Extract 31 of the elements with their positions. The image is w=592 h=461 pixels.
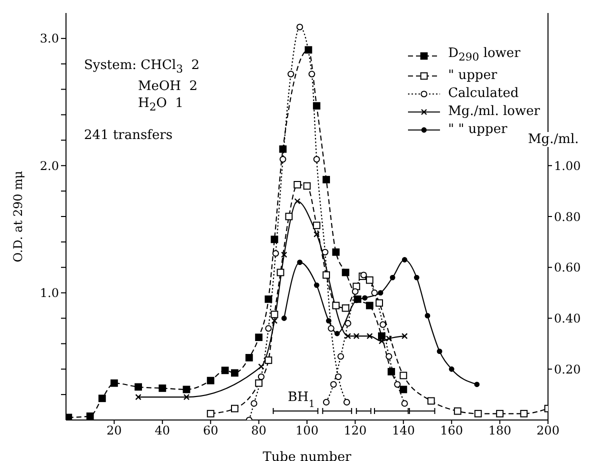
text: 241 transfers	[84, 128, 173, 144]
y2-tick-label: 0.80	[554, 210, 581, 224]
legend-label: Calculated	[448, 84, 519, 103]
x-tick-label: 140	[392, 424, 415, 438]
x-tick-label: 20	[106, 424, 122, 438]
y2-tick-label: 0.60	[554, 260, 581, 275]
y-axis-title: O.D. at 290 mμ	[11, 170, 25, 262]
legend-label: " " upper	[448, 120, 508, 139]
y2-tick-label: 0.40	[554, 312, 581, 326]
text: MeOH 2	[138, 78, 198, 94]
y2-tick-label: 0.20	[554, 362, 581, 376]
y2-tick-label: 1.00	[554, 158, 581, 173]
y-tick-label: 3.0	[40, 32, 59, 46]
x-tick-label: 100	[296, 424, 318, 438]
annotation: BH$_{1}$	[288, 390, 315, 410]
y2-axis-title: Mg./ml.	[526, 132, 581, 147]
y-tick-label: 2.0	[40, 158, 59, 173]
x-axis-title: Tube number	[262, 450, 352, 461]
x-tick-label: 80	[251, 424, 266, 438]
text: System: CHCl$_{3}$ 2	[84, 58, 200, 76]
x-tick-label: 40	[154, 424, 170, 438]
legend-label: Mg./ml. lower	[448, 102, 540, 121]
x-tick-label: 200	[536, 424, 560, 438]
x-tick-label: 160	[440, 424, 464, 438]
y-tick-label: 1.0	[40, 286, 59, 300]
legend-label: " upper	[448, 66, 498, 85]
x-tick-label: 120	[344, 424, 367, 438]
x-tick-label: 180	[488, 424, 512, 438]
legend-label: D$_{290}$ lower	[448, 45, 520, 66]
x-tick-label: 60	[202, 424, 218, 438]
text: H$_{2}$O 1	[138, 96, 184, 114]
